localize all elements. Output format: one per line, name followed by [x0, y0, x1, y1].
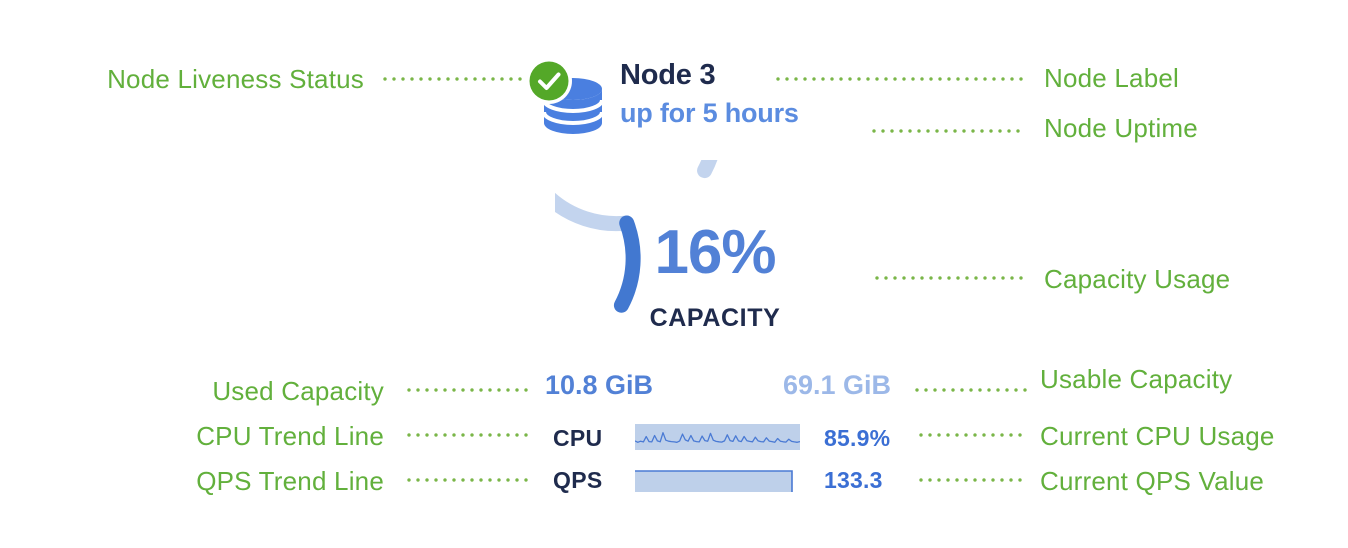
- annotation-current-cpu-usage: Current CPU Usage: [1040, 423, 1275, 449]
- annotation-qps-trend-line-label: QPS Trend Line: [196, 466, 384, 496]
- node-label: Node 3: [620, 59, 716, 91]
- annotation-capacity-usage-text: Capacity Usage: [1044, 264, 1231, 294]
- node-text-block: Node 3 up for 5 hours: [620, 56, 799, 132]
- annotation-usable-capacity: Usable Capacity: [1040, 366, 1232, 392]
- annotation-node-uptime-text: Node Uptime: [1044, 113, 1198, 143]
- annotation-capacity-usage: Capacity Usage: [1044, 266, 1230, 292]
- annotation-usable-capacity-text: Usable Capacity: [1040, 364, 1233, 394]
- annotation-node-liveness-status: Node Liveness Status: [68, 66, 364, 92]
- qps-current-value: 133.3: [824, 467, 883, 493]
- leader-current-cpu-usage: [919, 433, 1027, 437]
- gauge-fill: [613, 215, 641, 313]
- annotation-cpu-trend-line-label: CPU Trend Line: [196, 421, 384, 451]
- gauge-track: [555, 160, 718, 232]
- usable-capacity-value: 69.1 GiB: [783, 370, 892, 400]
- leader-current-qps-value: [919, 478, 1027, 482]
- leader-capacity-usage: [875, 276, 1025, 280]
- metric-label-cpu: CPU: [553, 425, 603, 451]
- capacity-gauge-arc: [555, 160, 718, 313]
- used-capacity-value: 10.8 GiB: [545, 370, 654, 400]
- leader-node-uptime: [872, 129, 1024, 133]
- check-circle-icon: [529, 61, 569, 101]
- annotation-node-uptime: Node Uptime: [1044, 115, 1198, 141]
- metric-row-qps: QPS 133.3: [553, 466, 913, 496]
- leader-usable-capacity: [915, 388, 1027, 392]
- metric-label-qps: QPS: [553, 467, 603, 493]
- qps-sparkline: [635, 466, 800, 492]
- annotation-current-qps-value-text: Current QPS Value: [1040, 466, 1265, 496]
- leader-node-liveness-status: [383, 77, 523, 81]
- node-header: Node 3 up for 5 hours: [524, 56, 884, 148]
- annotation-current-qps-value: Current QPS Value: [1040, 468, 1264, 494]
- cpu-current-value: 85.9%: [824, 425, 891, 451]
- cpu-sparkline: [634, 424, 801, 450]
- annotation-current-cpu-usage-text: Current CPU Usage: [1040, 421, 1275, 451]
- annotation-used-capacity-label: Used Capacity: [212, 376, 384, 406]
- annotation-node-liveness-status-label: Node Liveness Status: [107, 64, 364, 94]
- database-check-icon: [524, 58, 606, 144]
- leader-used-capacity: [407, 388, 529, 392]
- leader-cpu-trend-line: [407, 433, 529, 437]
- capacity-gauge: 16% CAPACITY: [555, 160, 875, 380]
- annotation-node-label-text: Node Label: [1044, 63, 1179, 93]
- node-uptime: up for 5 hours: [620, 98, 799, 128]
- annotation-used-capacity: Used Capacity: [104, 378, 384, 404]
- annotation-qps-trend-line: QPS Trend Line: [104, 468, 384, 494]
- metric-row-cpu: CPU 85.9%: [553, 424, 913, 454]
- annotation-cpu-trend-line: CPU Trend Line: [104, 423, 384, 449]
- annotation-node-label: Node Label: [1044, 65, 1179, 91]
- leader-qps-trend-line: [407, 478, 529, 482]
- leader-node-label: [776, 77, 1024, 81]
